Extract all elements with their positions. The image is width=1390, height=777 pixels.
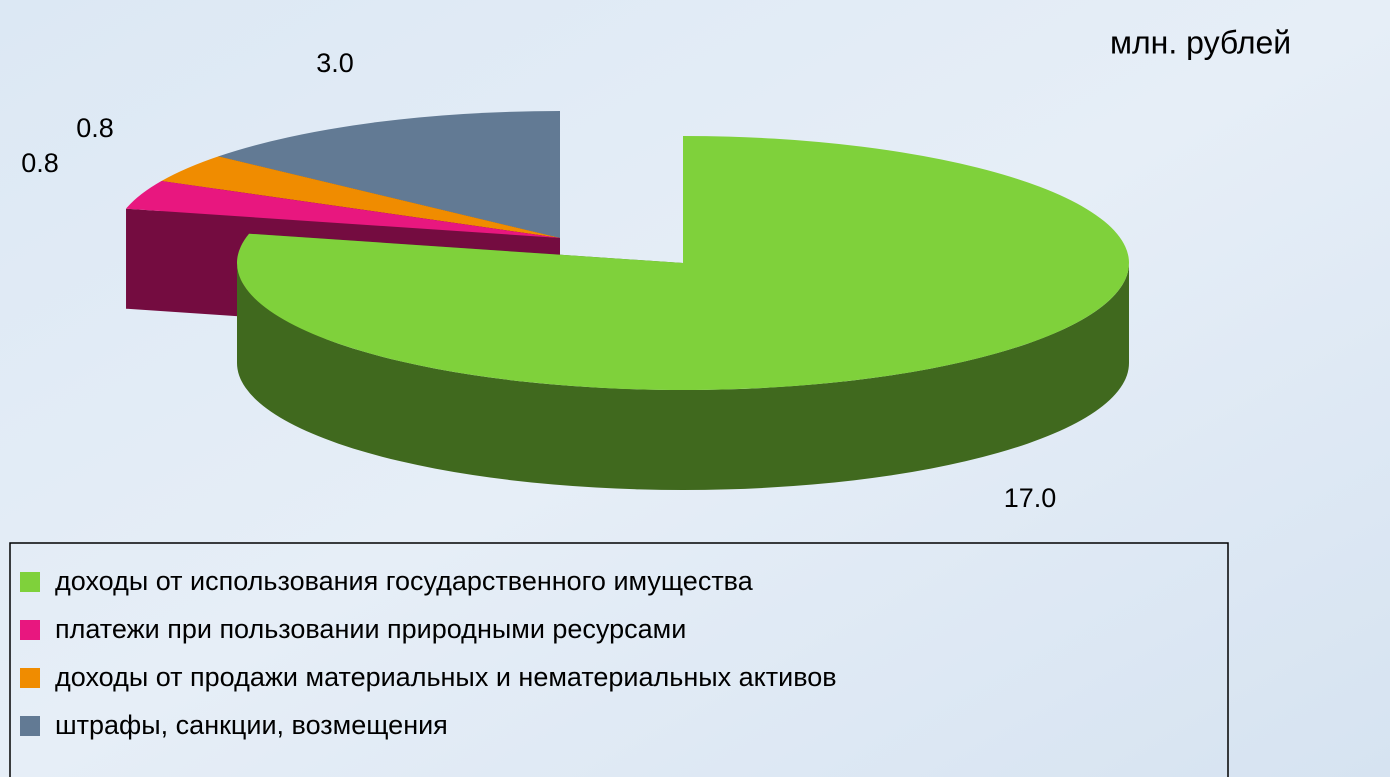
- slice-top: [218, 111, 560, 238]
- legend-label: платежи при пользовании природными ресур…: [55, 614, 686, 644]
- legend-swatch: [20, 572, 40, 592]
- legend-box: [9, 542, 1229, 777]
- slice: [236, 136, 1130, 490]
- slice-top: [161, 156, 560, 238]
- slice-wall: [237, 263, 1129, 490]
- slice-top: [126, 181, 561, 238]
- legend-swatch: [20, 620, 40, 640]
- data-label: 3.0: [316, 48, 354, 78]
- legend-label: штрафы, санкции, возмещения: [55, 710, 448, 740]
- data-label: 0.8: [76, 113, 114, 143]
- legend-label: доходы от продажи материальных и нематер…: [55, 662, 837, 692]
- legend-swatch: [20, 716, 40, 736]
- legend-swatch: [20, 668, 40, 688]
- data-label: 0.8: [21, 148, 59, 178]
- data-label: 17.0: [1004, 483, 1057, 513]
- legend-label: доходы от использования государственного…: [55, 566, 754, 596]
- unit-label: млн. рублей: [1110, 24, 1291, 60]
- slice-top: [236, 136, 1130, 390]
